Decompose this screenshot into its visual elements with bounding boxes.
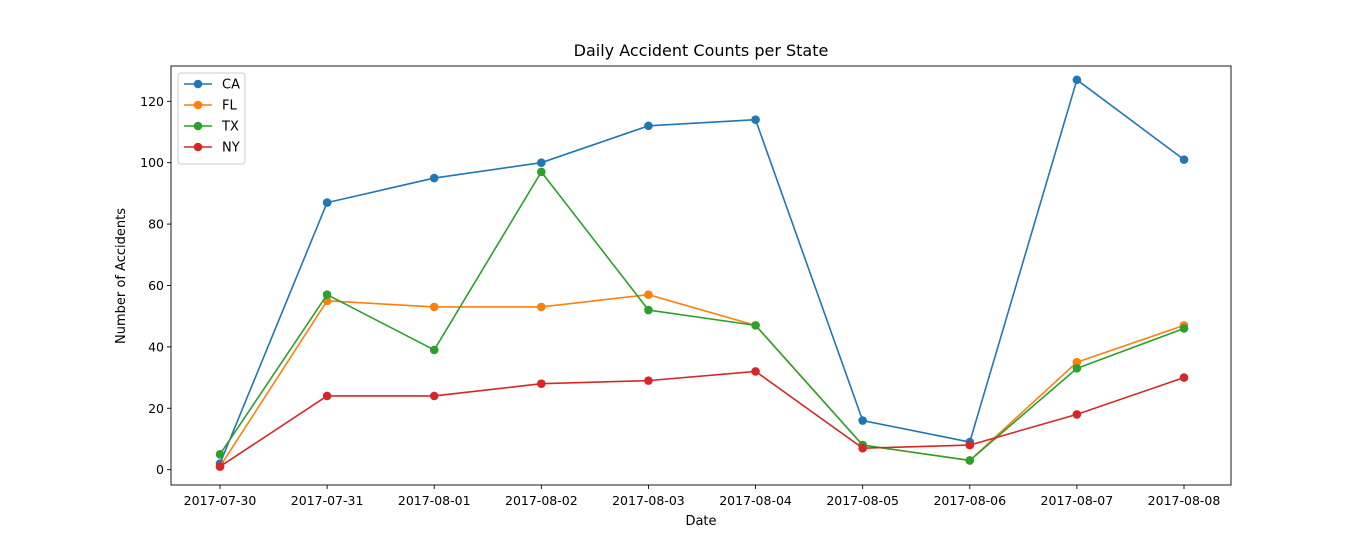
data-point (751, 321, 760, 330)
legend-marker (193, 121, 203, 131)
data-point (858, 443, 867, 453)
data-point (965, 440, 975, 450)
data-point (215, 450, 225, 459)
x-tick-label: 2017-08-02 (505, 493, 578, 508)
legend: CA FL TX NY (177, 72, 246, 165)
legend-marker (193, 79, 203, 89)
data-point (1179, 155, 1189, 164)
data-point (537, 167, 546, 177)
data-point (429, 345, 439, 355)
series-line (219, 370, 1185, 468)
data-point (965, 456, 975, 465)
data-point (1072, 357, 1082, 367)
x-tick-label: 2017-08-07 (1041, 493, 1114, 508)
data-point (322, 198, 332, 207)
data-point (644, 121, 653, 131)
plot-area (170, 65, 1232, 486)
y-tick-label: 80 (148, 217, 164, 232)
series-line (219, 293, 1185, 468)
data-point (215, 462, 225, 471)
data-point (751, 115, 760, 125)
legend-label: TX (221, 120, 239, 135)
y-tick-label: 60 (148, 278, 164, 293)
data-point (429, 173, 439, 183)
x-tick-label: 2017-07-31 (291, 493, 364, 508)
x-tick-label: 2017-08-04 (719, 493, 792, 508)
x-tick-label: 2017-08-03 (612, 493, 685, 508)
series-line (219, 79, 1185, 464)
x-tick-label: 2017-08-08 (1148, 493, 1221, 508)
y-tick-label: 40 (148, 339, 164, 354)
data-point (644, 290, 653, 299)
plot-frame (170, 65, 1232, 486)
data-point (751, 367, 760, 376)
data-point (1072, 364, 1082, 373)
x-tick-label: 2017-07-30 (184, 493, 257, 508)
x-tick-label: 2017-08-01 (398, 493, 471, 508)
series-layer (215, 75, 1189, 471)
y-tick-label: 100 (140, 155, 164, 170)
legend-marker (193, 100, 203, 110)
legend-box (177, 72, 246, 165)
y-axis: 0 20 40 60 80 100 120 (140, 94, 171, 477)
x-tick-label: 2017-08-05 (826, 493, 899, 508)
x-axis: 2017-07-30 2017-07-31 2017-08-01 2017-08-02… (184, 485, 1221, 508)
legend-marker (193, 142, 203, 152)
series-line (219, 171, 1185, 462)
data-point (858, 416, 867, 425)
data-point (1072, 75, 1082, 85)
data-point (1179, 324, 1189, 333)
y-axis-title: Number of Accidents (114, 208, 129, 344)
legend-label: NY (222, 141, 240, 156)
data-point (537, 302, 546, 312)
data-point (429, 391, 439, 401)
data-point (537, 158, 546, 167)
chart-title: Daily Accident Counts per State (574, 41, 829, 60)
data-point (644, 376, 653, 385)
data-point (644, 305, 653, 315)
legend-label: CA (222, 78, 240, 93)
series-ny (215, 367, 1189, 471)
data-point (322, 391, 332, 401)
y-tick-label: 20 (148, 401, 164, 416)
data-point (429, 302, 439, 312)
y-tick-label: 120 (140, 94, 164, 109)
y-tick-label: 0 (156, 462, 164, 477)
x-axis-title: Date (685, 514, 716, 529)
data-point (1072, 410, 1082, 419)
legend-label: FL (222, 99, 237, 114)
x-tick-label: 2017-08-06 (933, 493, 1006, 508)
data-point (322, 290, 332, 299)
data-point (1179, 373, 1189, 382)
data-point (537, 379, 546, 389)
